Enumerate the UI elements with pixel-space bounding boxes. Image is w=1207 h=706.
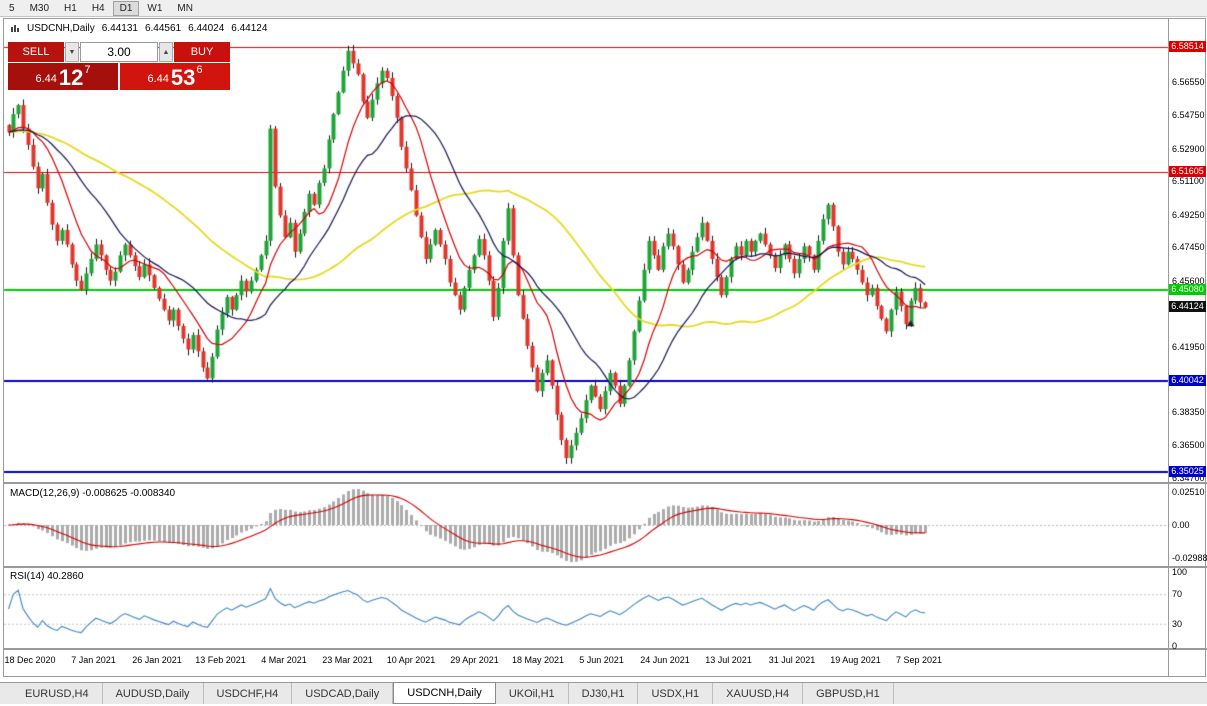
price-level-tag: 6.45080 (1169, 284, 1206, 296)
timeframe-button-5[interactable]: 5 (9, 2, 15, 14)
chart-tab-eurusd-h4[interactable]: EURUSD,H4 (12, 683, 103, 704)
sell-price-big: 12 (58, 65, 84, 90)
ohlc-low: 6.44024 (188, 23, 225, 34)
price-level-tag: 6.35025 (1169, 466, 1206, 478)
chart-tab-usdchf-h4[interactable]: USDCHF,H4 (203, 683, 293, 704)
price-axis-tick: 6.52900 (1172, 143, 1205, 154)
time-axis-label: 18 Dec 2020 (4, 655, 56, 665)
price-axis-tick: 6.51100 (1172, 176, 1204, 187)
volume-input[interactable] (80, 42, 158, 62)
price-axis-tick: 6.36500 (1172, 440, 1205, 451)
rsi-name: RSI(14) (10, 571, 45, 582)
chart-tab-audusd-daily[interactable]: AUDUSD,Daily (102, 683, 204, 704)
macd-name: MACD(12,26,9) (10, 488, 80, 499)
chart-tab-dj30-h1[interactable]: DJ30,H1 (568, 683, 639, 704)
price-level-tag: 6.40042 (1169, 375, 1206, 387)
chart-tab-gbpusd-h1[interactable]: GBPUSD,H1 (803, 683, 894, 704)
chart-title-bar: USDCNH,Daily 6.44131 6.44561 6.44024 6.4… (10, 23, 267, 34)
time-axis-label: 10 Apr 2021 (386, 655, 436, 665)
time-axis-label: 26 Jan 2021 (132, 655, 182, 665)
time-axis-label: 19 Aug 2021 (830, 655, 881, 665)
sell-price-sup: 7 (84, 64, 91, 76)
timeframe-button-mn[interactable]: MN (177, 2, 193, 14)
buy-price-sup: 6 (196, 64, 203, 76)
sell-price-base: 6.44 (35, 73, 57, 85)
macd-axis-tick-high: 0.02510 (1172, 487, 1205, 497)
timeframe-button-h1[interactable]: H1 (64, 2, 77, 14)
price-axis-tick: 6.34700 (1172, 473, 1205, 484)
one-click-trading-panel: SELL ▼ ▲ BUY 6.44 12 7 6.44 53 6 (8, 42, 230, 90)
price-axis-tick: 6.45600 (1172, 275, 1205, 286)
rsi-axis-tick: 30 (1172, 618, 1183, 629)
time-axis-label: 4 Mar 2021 (261, 655, 307, 665)
macd-label: MACD(12,26,9) -0.008625 -0.008340 (10, 488, 175, 499)
time-axis-label: 13 Feb 2021 (195, 655, 246, 665)
macd-axis-tick-low: -0.02988 (1172, 553, 1207, 563)
rsi-label: RSI(14) 40.2860 (10, 571, 83, 582)
current-price-tag: 6.44124 (1169, 301, 1206, 313)
chart-tab-usdx-h1[interactable]: USDX,H1 (638, 683, 714, 704)
chart-tab-xauusd-h4[interactable]: XAUUSD,H4 (713, 683, 804, 704)
timeframe-button-m30[interactable]: M30 (29, 2, 50, 14)
time-axis-label: 24 Jun 2021 (640, 655, 690, 665)
macd-values: -0.008625 -0.008340 (82, 488, 176, 499)
ohlc-high: 6.44561 (144, 23, 182, 34)
buy-price-display[interactable]: 6.44 53 6 (120, 63, 230, 90)
chart-tab-usdcad-daily[interactable]: USDCAD,Daily (292, 683, 394, 704)
price-axis-tick: 6.54750 (1172, 110, 1205, 121)
rsi-axis-tick: 70 (1172, 589, 1183, 600)
price-axis-tick: 6.56550 (1172, 77, 1205, 88)
rsi-axis-tick: 100 (1172, 567, 1188, 577)
timeframe-button-d1[interactable]: D1 (112, 0, 140, 16)
buy-price-big: 53 (170, 65, 196, 90)
time-axis-label: 31 Jul 2021 (768, 655, 816, 665)
price-axis-tick: 6.41950 (1172, 341, 1205, 352)
symbol-period-label: USDCNH,Daily (27, 23, 95, 34)
rsi-value: 40.2860 (47, 571, 84, 582)
price-level-tag: 6.58514 (1169, 40, 1206, 52)
pane-divider (3, 648, 1207, 650)
price-axis-tick: 6.49250 (1172, 209, 1205, 220)
price-axis-tick: 6.47450 (1172, 242, 1205, 253)
sell-price-display[interactable]: 6.44 12 7 (8, 63, 118, 90)
timeframe-toolbar: 5 M30 H1 H4 D1 W1 MN (0, 0, 1207, 17)
time-axis-label: 29 Apr 2021 (450, 655, 499, 665)
time-axis-label: 5 Jun 2021 (579, 655, 624, 665)
time-axis-label: 7 Sep 2021 (895, 655, 943, 665)
buy-button[interactable]: BUY (174, 42, 230, 62)
time-axis-label: 13 Jul 2021 (705, 655, 752, 665)
pane-divider (3, 482, 1207, 484)
time-axis-label: 23 Mar 2021 (322, 655, 373, 665)
price-level-tag: 6.51605 (1169, 165, 1206, 177)
chart-tab-usdcnh-daily[interactable]: USDCNH,Daily (393, 682, 496, 704)
chart-tab-ukoil-h1[interactable]: UKOil,H1 (495, 683, 569, 704)
sell-button[interactable]: SELL (8, 42, 64, 62)
chart-icon (10, 24, 20, 34)
time-axis-label: 7 Jan 2021 (71, 655, 116, 665)
timeframe-button-w1[interactable]: W1 (147, 2, 163, 14)
price-axis-tick: 6.38350 (1172, 406, 1205, 417)
macd-axis-tick-zero: 0.00 (1172, 520, 1190, 530)
buy-price-base: 6.44 (147, 73, 169, 85)
time-axis-label: 18 May 2021 (511, 655, 565, 665)
volume-decrease-button[interactable]: ▼ (65, 42, 79, 62)
pane-divider (3, 566, 1207, 568)
ohlc-close: 6.44124 (231, 23, 268, 34)
rsi-axis-tick: 0 (1172, 641, 1178, 651)
timeframe-button-h4[interactable]: H4 (91, 2, 105, 14)
chart-tabs-bar: EURUSD,H4 AUDUSD,Daily USDCHF,H4 USDCAD,Dai… (0, 682, 1207, 704)
price-axis-separator (1168, 19, 1169, 677)
ohlc-open: 6.44131 (101, 23, 138, 34)
volume-increase-button[interactable]: ▲ (159, 42, 173, 62)
